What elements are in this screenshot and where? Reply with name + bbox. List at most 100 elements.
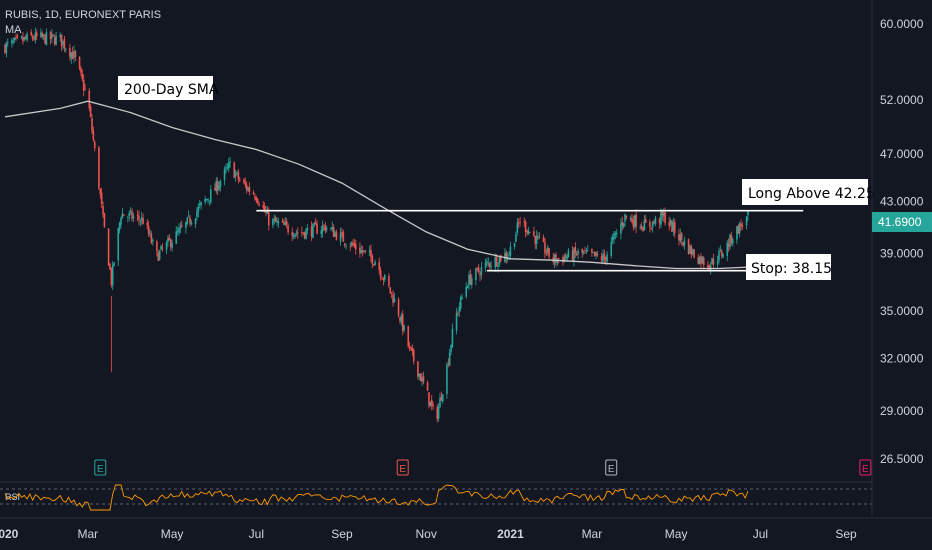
candle-body bbox=[110, 268, 113, 286]
earnings-icon[interactable] bbox=[859, 459, 872, 476]
earnings-icon[interactable] bbox=[396, 459, 409, 476]
candle-body bbox=[745, 216, 748, 226]
candle-body bbox=[682, 241, 684, 245]
candle-body bbox=[526, 230, 528, 233]
candle-body bbox=[418, 373, 421, 378]
candle-body bbox=[708, 265, 711, 270]
candle-body bbox=[335, 232, 338, 240]
candle-body bbox=[248, 187, 251, 192]
candle-body bbox=[325, 228, 328, 230]
earnings-icon-glyph: E bbox=[862, 464, 869, 475]
candle-body bbox=[204, 198, 207, 203]
candle-body bbox=[469, 274, 472, 285]
candle-body bbox=[729, 234, 731, 248]
candle-body bbox=[480, 267, 483, 275]
candle-body bbox=[122, 214, 125, 216]
candle-body bbox=[497, 264, 499, 267]
candle-body bbox=[147, 225, 150, 234]
candle-body bbox=[302, 232, 305, 234]
candle-body bbox=[653, 222, 655, 224]
candle-body bbox=[321, 225, 324, 232]
candle-body bbox=[567, 250, 570, 257]
candle-body bbox=[140, 217, 143, 221]
symbol-title: RUBIS, 1D, EURONEXT PARIS bbox=[5, 9, 162, 21]
long-annotation-text: Long Above 42.25 bbox=[748, 186, 875, 202]
candle-body bbox=[364, 250, 367, 251]
candle-body bbox=[654, 217, 657, 224]
candle-body bbox=[111, 264, 114, 286]
candle-body bbox=[30, 32, 33, 36]
candle-body bbox=[495, 256, 498, 266]
candle-body bbox=[301, 232, 303, 234]
candle-body bbox=[227, 162, 230, 169]
long-annotation[interactable]: Long Above 42.25 bbox=[742, 179, 875, 205]
candle-body bbox=[190, 222, 193, 225]
candle-body bbox=[610, 241, 613, 256]
candle-body bbox=[476, 267, 479, 269]
candle-body bbox=[331, 227, 334, 229]
candle-body bbox=[186, 217, 189, 224]
price-axis[interactable]: 60.0000 52.0000 47.0000 43.0000 39.0000 35.00… bbox=[880, 17, 924, 466]
candle-body bbox=[523, 221, 526, 223]
rsi-label: RSI bbox=[5, 492, 20, 502]
stop-annotation[interactable]: Stop: 38.15 bbox=[746, 254, 832, 280]
candle-body bbox=[466, 286, 469, 288]
price-tick-label: 52.0000 bbox=[880, 93, 924, 107]
earnings-icon[interactable] bbox=[94, 459, 107, 476]
candle-body bbox=[426, 382, 429, 391]
candle-body bbox=[223, 169, 226, 181]
candle-body bbox=[295, 232, 298, 234]
time-tick-label: Jul bbox=[753, 527, 768, 541]
candle-body bbox=[216, 181, 219, 191]
candle-body bbox=[535, 235, 538, 244]
candle-body bbox=[73, 51, 75, 58]
candle-body bbox=[731, 239, 734, 244]
candle-body bbox=[700, 255, 702, 264]
candle-body bbox=[64, 48, 67, 50]
candle-body bbox=[712, 259, 715, 265]
candle-body bbox=[255, 197, 258, 201]
candle-body bbox=[88, 90, 91, 109]
candle-body bbox=[236, 171, 238, 173]
candle-body bbox=[245, 184, 248, 190]
candle-body bbox=[499, 255, 502, 262]
price-tick-label: 60.0000 bbox=[880, 17, 924, 31]
earnings-icon-glyph: E bbox=[608, 464, 615, 475]
candle-body bbox=[687, 239, 690, 254]
candle-body bbox=[118, 222, 121, 230]
candle-body bbox=[475, 268, 477, 281]
candle-body bbox=[661, 211, 664, 216]
candle-body bbox=[149, 233, 151, 235]
candle-body bbox=[393, 298, 396, 303]
candle-body bbox=[158, 250, 161, 260]
candle-body bbox=[320, 230, 323, 235]
candle-body bbox=[440, 397, 443, 401]
indicator-legend-ma[interactable]: MA bbox=[5, 24, 22, 36]
candle-body bbox=[169, 239, 172, 248]
candle-body bbox=[285, 221, 288, 225]
candle-body bbox=[422, 376, 425, 383]
candle-body bbox=[214, 187, 216, 191]
candle-body bbox=[730, 235, 733, 243]
candle-body bbox=[167, 238, 169, 243]
candle-body bbox=[370, 249, 372, 257]
candle-body bbox=[740, 224, 742, 227]
time-axis[interactable]: 2020 Mar May Jul Sep Nov 2021 Mar May Jul Sep bbox=[0, 527, 857, 541]
earnings-icon[interactable] bbox=[605, 459, 618, 476]
candle-body bbox=[98, 147, 100, 189]
candle-body bbox=[614, 233, 617, 235]
candle-body bbox=[24, 36, 27, 39]
candle-body bbox=[42, 34, 45, 36]
candle-body bbox=[436, 406, 439, 420]
candle-body bbox=[524, 221, 527, 232]
candle-body bbox=[516, 222, 519, 233]
candle-body bbox=[726, 242, 729, 256]
sma-annotation[interactable]: 200-Day SMA bbox=[118, 76, 219, 100]
candle-body bbox=[81, 73, 84, 80]
candle-body bbox=[267, 212, 270, 226]
candle-body bbox=[441, 394, 444, 402]
candle-body bbox=[52, 34, 55, 36]
candle-body bbox=[117, 228, 120, 261]
candle-body bbox=[595, 252, 597, 256]
